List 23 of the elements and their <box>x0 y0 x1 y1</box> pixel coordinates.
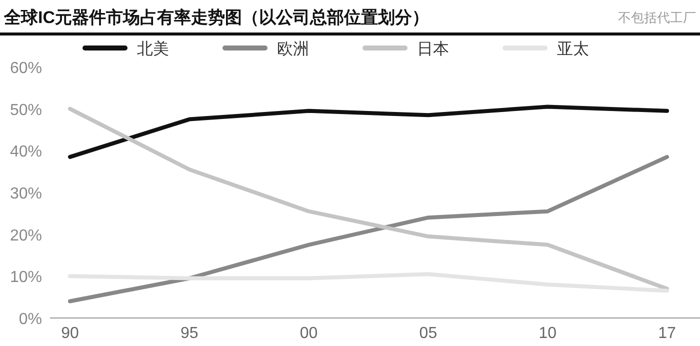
chart-title: 全球IC元器件市场占有率走势图（以公司总部位置划分） <box>3 8 429 27</box>
line-series <box>68 272 669 293</box>
legend-label: 欧洲 <box>277 40 309 58</box>
x-tick-label: 00 <box>300 325 318 342</box>
x-tick-label: 05 <box>419 325 438 342</box>
x-tick-label: 17 <box>658 325 676 342</box>
y-tick-label: 0% <box>18 311 42 328</box>
x-tick-label: 90 <box>61 325 79 342</box>
legend-label: 亚太 <box>557 40 589 58</box>
y-tick-label: 50% <box>10 102 42 119</box>
x-tick-label: 10 <box>538 325 557 342</box>
y-tick-label: 30% <box>10 186 42 202</box>
y-tick-label: 20% <box>10 227 42 244</box>
y-tick-label: 60% <box>10 60 42 77</box>
text: 不包括代工厂 <box>618 10 696 25</box>
x-tick-label: 95 <box>180 325 198 342</box>
line-series <box>68 106 669 291</box>
line-series <box>68 104 669 159</box>
y-tick-label: 10% <box>10 269 42 286</box>
y-tick-label: 40% <box>10 144 42 161</box>
legend-label: 日本 <box>417 40 449 58</box>
line-series <box>68 154 669 304</box>
legend-label: 北美 <box>137 40 169 58</box>
